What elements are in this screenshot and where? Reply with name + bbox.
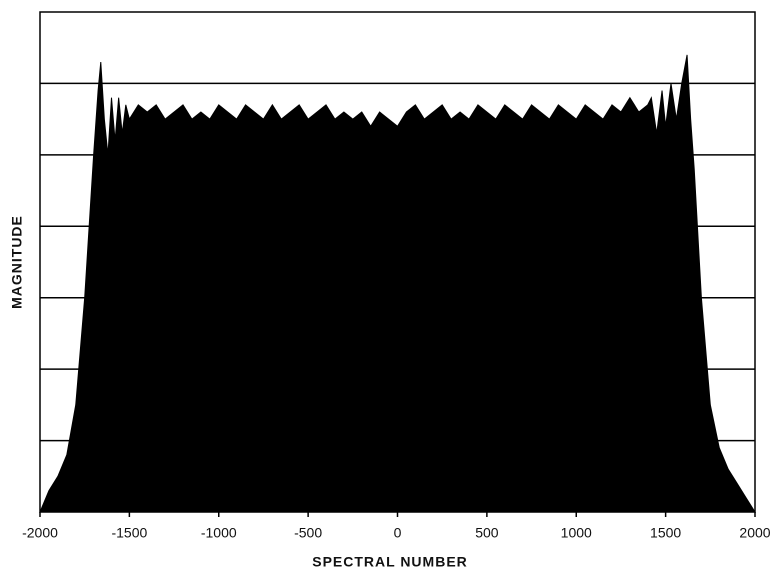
x-tick-label: -1000 — [201, 525, 237, 541]
x-tick-label: -1500 — [111, 525, 147, 541]
x-tick-label: -2000 — [22, 525, 58, 541]
x-tick-label: 1000 — [561, 525, 592, 541]
x-tick-label: 1500 — [650, 525, 681, 541]
x-tick-label: 0 — [394, 525, 402, 541]
plot-frame — [39, 11, 756, 513]
y-axis-label: MAGNITUDE — [9, 215, 25, 309]
x-tick-label: 2000 — [739, 525, 770, 541]
x-axis-label: SPECTRAL NUMBER — [312, 554, 468, 570]
area — [39, 54, 756, 513]
x-tick-label: 500 — [475, 525, 499, 541]
x-tick-label: -500 — [294, 525, 322, 541]
